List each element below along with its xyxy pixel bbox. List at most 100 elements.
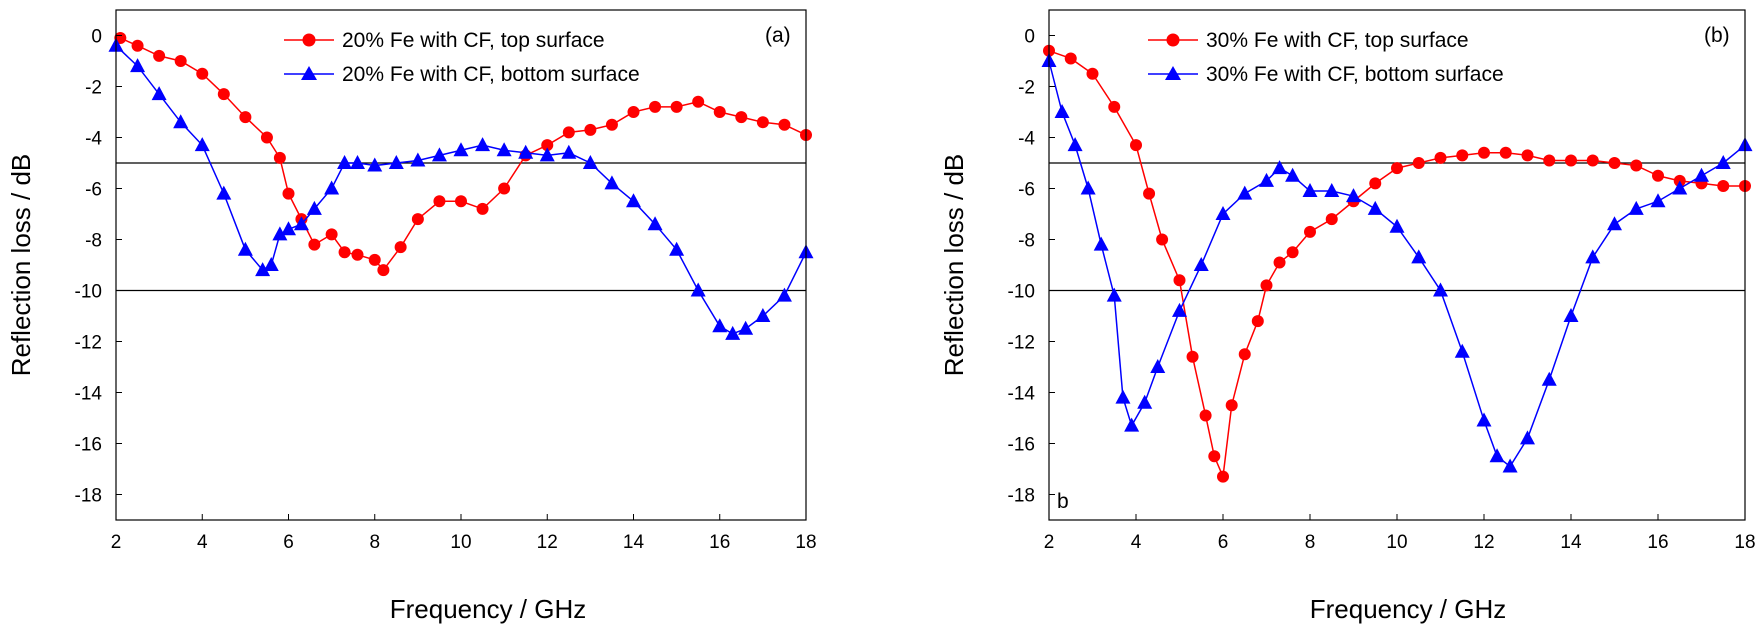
data-point xyxy=(1541,371,1557,386)
data-point xyxy=(1086,67,1099,80)
data-point xyxy=(1156,233,1169,246)
y-tick-label: 0 xyxy=(1024,27,1035,48)
data-point xyxy=(324,180,340,195)
x-axis-title: Frequency / GHz xyxy=(390,594,587,624)
data-point xyxy=(1521,149,1534,162)
data-point xyxy=(431,147,447,162)
data-point xyxy=(735,111,748,124)
data-point xyxy=(1411,249,1427,264)
data-point xyxy=(1251,315,1264,328)
data-point xyxy=(1286,246,1299,259)
data-point xyxy=(1434,151,1447,164)
data-point xyxy=(582,155,598,169)
data-point xyxy=(1173,274,1186,287)
data-point xyxy=(1259,172,1274,187)
data-point xyxy=(1208,450,1221,463)
data-point xyxy=(626,193,641,208)
data-point xyxy=(1064,52,1077,65)
data-point xyxy=(712,318,728,333)
legend: 30% Fe with CF, top surface 30% Fe with … xyxy=(1148,29,1504,86)
data-point xyxy=(1369,177,1382,190)
y-tick-label: -10 xyxy=(75,282,102,303)
data-point xyxy=(1499,146,1512,159)
panel-label-b: (b) xyxy=(1704,24,1730,47)
y-axis-title: Reflection loss / dB xyxy=(6,154,36,377)
data-point xyxy=(194,137,210,152)
data-point xyxy=(541,139,554,152)
data-point xyxy=(1650,193,1666,208)
data-point xyxy=(1260,279,1273,292)
series-line xyxy=(1048,60,1746,468)
x-axis-title: Frequency / GHz xyxy=(1310,594,1507,624)
data-point xyxy=(669,241,685,256)
legend-label-top-surface: 20% Fe with CF, top surface xyxy=(342,29,605,52)
data-point xyxy=(1543,154,1556,167)
data-point xyxy=(476,202,489,215)
series-layer xyxy=(108,32,814,340)
data-point xyxy=(1093,236,1109,251)
x-tick-label: 12 xyxy=(1473,532,1494,553)
data-point xyxy=(1456,149,1469,162)
data-point xyxy=(1302,183,1318,198)
x-tick-label: 2 xyxy=(1044,532,1055,553)
data-point xyxy=(518,144,534,159)
data-point xyxy=(217,88,230,101)
x-tick-label: 14 xyxy=(623,532,645,553)
legend-marker-top-surface xyxy=(1166,33,1180,47)
data-point xyxy=(670,100,683,113)
data-point xyxy=(153,49,166,62)
data-point xyxy=(1520,430,1535,445)
data-point xyxy=(713,106,726,118)
y-tick-label: -18 xyxy=(1008,486,1035,507)
y-tick-label: -8 xyxy=(1018,231,1035,252)
data-point xyxy=(130,58,146,73)
data-point xyxy=(216,185,232,200)
series-layer xyxy=(1041,44,1753,483)
y-tick-label: -2 xyxy=(1018,78,1035,99)
data-point xyxy=(562,126,575,139)
data-point xyxy=(1186,350,1199,363)
data-point xyxy=(174,55,187,67)
data-point xyxy=(1412,157,1425,169)
x-tick-label: 8 xyxy=(1305,532,1316,553)
data-point xyxy=(605,118,618,131)
data-point xyxy=(690,282,706,297)
data-point xyxy=(255,262,271,277)
data-point xyxy=(1217,470,1229,483)
x-tick-label: 18 xyxy=(1734,532,1755,553)
data-point xyxy=(273,151,286,164)
data-point xyxy=(410,152,426,167)
data-point xyxy=(584,123,597,136)
data-point xyxy=(272,226,288,241)
data-point xyxy=(1607,216,1622,231)
corner-label-b: b xyxy=(1057,490,1069,513)
data-point xyxy=(388,155,404,169)
data-point xyxy=(377,264,390,277)
data-point xyxy=(647,216,663,231)
data-point xyxy=(1672,180,1688,195)
legend-marker-top-surface xyxy=(302,33,316,47)
y-tick-label: -12 xyxy=(1008,333,1035,354)
data-point xyxy=(725,325,741,340)
data-point xyxy=(1389,218,1405,233)
data-point xyxy=(260,131,273,144)
data-point xyxy=(1215,206,1231,220)
panel-label-a: (a) xyxy=(765,24,791,47)
data-point xyxy=(1346,188,1361,203)
y-tick-label: -10 xyxy=(1008,282,1035,303)
data-point xyxy=(1391,162,1403,175)
reference-lines xyxy=(116,162,806,292)
data-point xyxy=(776,287,792,302)
data-point xyxy=(131,39,144,52)
data-point xyxy=(1137,394,1153,409)
x-tick-label: 8 xyxy=(369,532,380,553)
data-point xyxy=(1304,225,1316,238)
data-point xyxy=(1478,146,1490,159)
data-point xyxy=(1715,155,1731,169)
data-point xyxy=(337,155,353,169)
data-point xyxy=(755,308,771,322)
y-tick-label: -4 xyxy=(85,129,102,150)
legend-label-top-surface: 30% Fe with CF, top surface xyxy=(1206,29,1469,52)
x-tick-label: 16 xyxy=(709,532,730,553)
x-tick-label: 4 xyxy=(1131,532,1142,553)
